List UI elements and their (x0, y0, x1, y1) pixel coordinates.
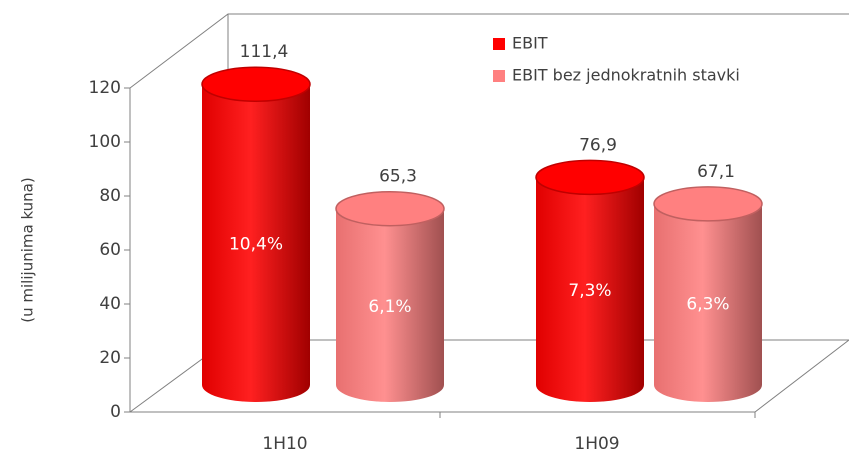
value-label: 76,9 (579, 135, 617, 155)
bar-top (535, 159, 645, 196)
bar-annotation: 6,3% (686, 294, 729, 314)
y-tick-label: 60 (99, 240, 121, 260)
value-label: 67,1 (697, 162, 735, 182)
y-tick-label: 40 (99, 294, 121, 314)
bar-annotation: 7,3% (568, 281, 611, 301)
legend-label: EBIT bez jednokratnih stavki (512, 66, 740, 85)
bar (202, 84, 310, 385)
y-tick-label: 80 (99, 186, 121, 206)
bar-annotation: 6,1% (368, 297, 411, 317)
legend-swatch (493, 70, 505, 82)
value-label: 65,3 (379, 167, 417, 187)
y-axis-label: (u milijunima kuna) (19, 177, 37, 322)
y-tick-label: 20 (99, 348, 121, 368)
x-tick-label: 1H10 (262, 434, 307, 454)
y-tick-label: 120 (89, 78, 121, 98)
legend-swatch (493, 38, 505, 50)
y-tick-label: 100 (89, 132, 121, 152)
y-tick-label: 0 (110, 402, 121, 422)
bar (336, 208, 444, 385)
legend-label: EBIT (512, 34, 548, 53)
x-tick-label: 1H09 (574, 434, 619, 454)
bar-top (653, 186, 763, 222)
bar (654, 203, 762, 385)
bar-top (335, 190, 445, 227)
bar (536, 177, 644, 385)
value-label: 111,4 (240, 42, 289, 62)
bar-top (201, 66, 311, 102)
bar-annotation: 10,4% (229, 235, 283, 255)
